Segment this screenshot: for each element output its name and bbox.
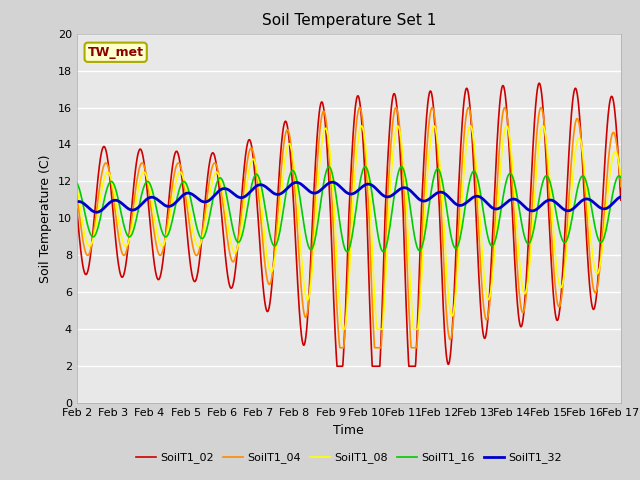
SoilT1_08 [304, 297, 312, 303]
SoilT1_32 [138, 202, 145, 207]
SoilT1_08 [137, 174, 145, 180]
Title: Soil Temperature Set 1: Soil Temperature Set 1 [262, 13, 436, 28]
SoilT1_16 [397, 164, 405, 169]
SoilT1_32 [304, 187, 312, 193]
SoilT1_32 [325, 180, 333, 186]
SoilT1_04 [537, 105, 545, 110]
SoilT1_32 [93, 209, 100, 215]
SoilT1_02 [115, 264, 123, 270]
SoilT1_16 [315, 213, 323, 219]
SoilT1_04 [304, 308, 312, 314]
SoilT1_32 [316, 188, 323, 194]
SoilT1_04 [383, 211, 390, 216]
SoilT1_32 [328, 180, 336, 185]
Line: SoilT1_32: SoilT1_32 [77, 182, 621, 212]
Text: TW_met: TW_met [88, 46, 144, 59]
SoilT1_04 [137, 161, 145, 167]
SoilT1_04 [325, 144, 333, 150]
Y-axis label: Soil Temperature (C): Soil Temperature (C) [39, 154, 52, 283]
SoilT1_16 [115, 200, 123, 205]
SoilT1_02 [304, 314, 312, 320]
SoilT1_32 [73, 199, 81, 204]
SoilT1_08 [617, 174, 625, 180]
Line: SoilT1_08: SoilT1_08 [77, 126, 621, 329]
SoilT1_02 [73, 206, 81, 212]
SoilT1_04 [315, 139, 323, 144]
SoilT1_02 [315, 113, 323, 119]
SoilT1_32 [383, 194, 391, 200]
SoilT1_04 [73, 192, 81, 198]
SoilT1_02 [137, 147, 145, 153]
SoilT1_08 [339, 326, 346, 332]
SoilT1_02 [535, 80, 543, 86]
Line: SoilT1_16: SoilT1_16 [77, 167, 621, 252]
SoilT1_02 [383, 177, 390, 183]
SoilT1_02 [617, 197, 625, 203]
SoilT1_04 [336, 345, 344, 350]
X-axis label: Time: Time [333, 424, 364, 437]
SoilT1_02 [333, 363, 341, 369]
SoilT1_02 [325, 174, 333, 180]
SoilT1_16 [304, 241, 312, 247]
SoilT1_16 [325, 164, 333, 170]
SoilT1_08 [115, 220, 123, 226]
SoilT1_08 [325, 138, 333, 144]
SoilT1_16 [73, 180, 81, 186]
Legend: SoilT1_02, SoilT1_04, SoilT1_08, SoilT1_16, SoilT1_32: SoilT1_02, SoilT1_04, SoilT1_08, SoilT1_… [131, 448, 566, 468]
SoilT1_32 [617, 194, 625, 200]
SoilT1_16 [617, 175, 625, 180]
SoilT1_16 [380, 249, 387, 254]
SoilT1_08 [73, 184, 81, 190]
SoilT1_16 [383, 241, 390, 247]
SoilT1_04 [617, 183, 625, 189]
Line: SoilT1_02: SoilT1_02 [77, 83, 621, 366]
SoilT1_16 [137, 194, 145, 200]
SoilT1_08 [315, 171, 323, 177]
SoilT1_32 [115, 199, 123, 204]
Line: SoilT1_04: SoilT1_04 [77, 108, 621, 348]
SoilT1_08 [383, 252, 390, 258]
SoilT1_04 [115, 236, 123, 241]
SoilT1_08 [539, 123, 547, 129]
